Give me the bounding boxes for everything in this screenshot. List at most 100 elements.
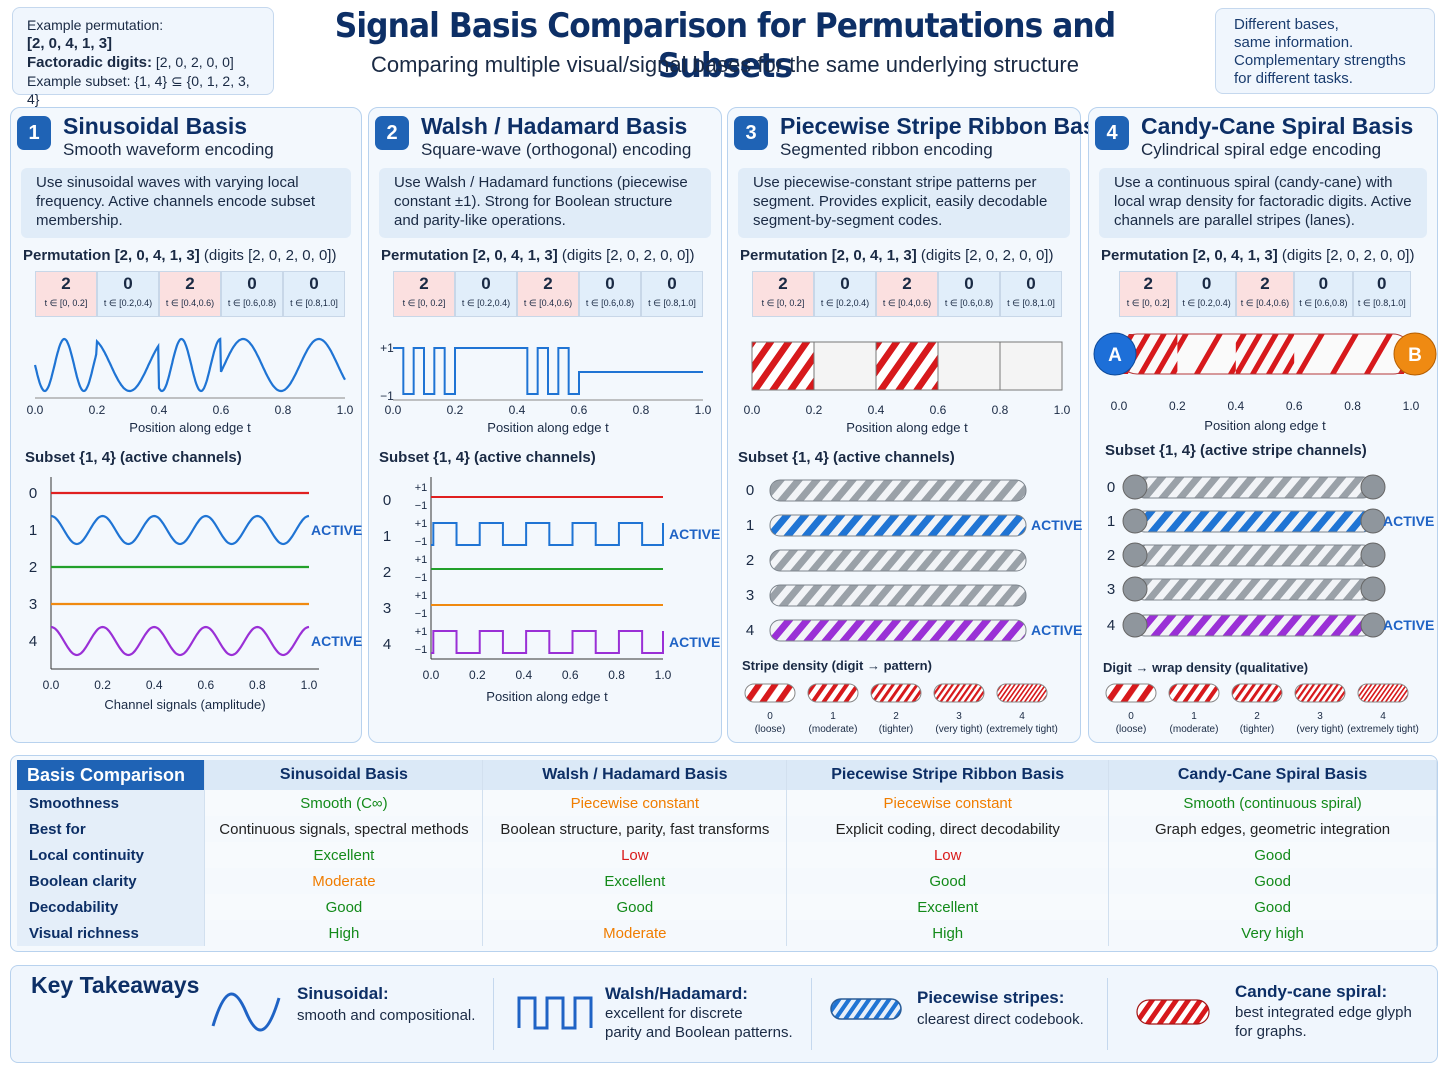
segment-digit: 0 — [605, 274, 615, 293]
segment-cell: 0 t ∈ [0.2,0.4) — [814, 271, 876, 317]
channel-0-tube — [769, 479, 1027, 502]
x-tick-label: 0.2 — [447, 403, 464, 417]
panel-title: Walsh / Hadamard Basis — [421, 113, 688, 139]
panel-title: Candy-Cane Spiral Basis — [1141, 113, 1414, 139]
endpoint-b — [1393, 332, 1437, 376]
plus-one-label: +1 — [415, 482, 428, 494]
table-cell: Excellent — [786, 894, 1110, 920]
candy-cane-icon — [1136, 999, 1210, 1025]
segment-cell: 0 t ∈ [0.2,0.4) — [97, 271, 159, 317]
permutation-digits: (digits [2, 0, 2, 0, 0]) — [203, 247, 337, 264]
density-digit: 3 — [1317, 711, 1323, 722]
segment-digit: 0 — [667, 274, 677, 293]
x-tick-label: 0.4 — [146, 678, 163, 692]
x-tick-label: 0.0 — [744, 403, 761, 417]
active-label: ACTIVE — [1383, 617, 1434, 633]
takeaway-walsh-head: Walsh/Hadamard: — [605, 984, 748, 1003]
x-tick-label: 0.6 — [213, 403, 230, 417]
channel-label: 4 — [383, 636, 391, 653]
ribbon-segment — [813, 341, 877, 391]
x-tick-label: 1.0 — [1403, 399, 1420, 413]
x-tick-label: 1.0 — [301, 678, 318, 692]
x-tick-label: 0.4 — [1227, 399, 1244, 413]
segment-cell: 2 t ∈ [0.4,0.6) — [876, 271, 938, 317]
channel-label: 4 — [746, 622, 754, 639]
table-cell: Good — [1108, 868, 1437, 894]
table-cell: Graph edges, geometric integration — [1108, 816, 1437, 842]
minus-one-label: −1 — [415, 572, 428, 584]
density-digit: 2 — [893, 711, 899, 722]
x-tick-label: 0.6 — [1286, 399, 1303, 413]
permutation-label: Permutation — [381, 247, 469, 264]
sinusoid-signal — [33, 337, 346, 393]
active-label: ACTIVE — [311, 633, 362, 649]
note-line: for different tasks. — [1234, 70, 1353, 87]
endpoint-b-label: B — [1408, 345, 1422, 366]
segment-cell: 0 t ∈ [0.6,0.8) — [1294, 271, 1353, 317]
table-row: Smoothness Smooth (C∞) Piecewise constant P… — [17, 790, 1437, 816]
segment-cell: 0 t ∈ [0.8,1.0] — [1352, 271, 1411, 317]
table-cell: High — [786, 920, 1110, 946]
permutation-signal-plot: 0.0 0.2 0.4 0.6 0.8 1.0 Position along edge t +… — [380, 341, 712, 435]
table-cell: Good — [482, 894, 788, 920]
panel-number: 4 — [1095, 116, 1129, 150]
density-label: (moderate) — [809, 724, 858, 735]
example-perm-label: Example permutation: — [27, 17, 164, 33]
table-row: Boolean clarity Moderate Excellent Good Good — [17, 868, 1437, 894]
minus-one-label: −1 — [380, 389, 394, 403]
panel-description: Use sinusoidal waves with varying local … — [21, 168, 351, 238]
channel-4-signal — [50, 625, 310, 657]
x-tick-label: 0.8 — [633, 403, 650, 417]
x-tick-label: 0.6 — [930, 403, 947, 417]
table-cell: Good — [204, 894, 484, 920]
spiral-segment — [1177, 334, 1237, 374]
takeaway-stripes-text: clearest direct codebook. — [917, 1011, 1084, 1028]
segment-range: t ∈ [0.4,0.6) — [523, 298, 573, 308]
permutation-label: Permutation — [740, 247, 828, 264]
panel-title: Piecewise Stripe Ribbon Basis — [780, 113, 1115, 139]
endpoint-a — [1093, 332, 1137, 376]
active-label: ACTIVE — [1031, 622, 1082, 638]
channel-label: 1 — [1107, 513, 1115, 530]
minus-one-label: −1 — [415, 644, 428, 656]
density-label: (loose) — [755, 724, 786, 735]
segment-digit: 0 — [1377, 274, 1387, 293]
plus-one-label: +1 — [415, 518, 428, 530]
takeaway-spiral-head: Candy-cane spiral: — [1235, 982, 1388, 1001]
row-label: Decodability — [17, 894, 206, 920]
takeaways-title: Key Takeaways — [31, 972, 200, 998]
subset-title: Subset {1, 4} (active channels) — [379, 449, 596, 466]
permutation-digits: (digits [2, 0, 2, 0, 0]) — [920, 247, 1054, 264]
ribbon-segment — [937, 341, 1001, 391]
density-digit: 0 — [767, 711, 773, 722]
segment-range: t ∈ [0.2,0.4) — [820, 298, 870, 308]
x-tick-label: 0.2 — [94, 678, 111, 692]
segment-range: t ∈ [0.4,0.6) — [882, 298, 932, 308]
segment-cell: 2 t ∈ [0, 0.2] — [393, 271, 455, 317]
permutation-line: Permutation [2, 0, 4, 1, 3] (digits [2, … — [381, 247, 694, 264]
segment-range: t ∈ [0.6,0.8) — [1299, 298, 1348, 308]
row-label: Smoothness — [17, 790, 206, 816]
segment-digit: 2 — [1260, 274, 1270, 293]
takeaway-walsh-text: excellent for discrete — [605, 1005, 743, 1022]
factoradic-label: Factoradic digits: — [27, 54, 153, 71]
segment-cell: 2 t ∈ [0, 0.2] — [1119, 271, 1178, 317]
tube-endcap — [1360, 612, 1386, 638]
spiral-segment — [1294, 334, 1354, 374]
x-tick-label: 0.6 — [571, 403, 588, 417]
channel-label: 1 — [29, 522, 37, 539]
table-cell: Continuous signals, spectral methods — [204, 816, 484, 842]
takeaway-stripes-head: Piecewise stripes: — [917, 988, 1065, 1007]
permutation-value: [2, 0, 4, 1, 3] — [472, 247, 558, 264]
density-label: (loose) — [1116, 724, 1147, 735]
x-tick-label: 0.4 — [509, 403, 526, 417]
tube-endcap — [1360, 576, 1386, 602]
channel-label: 1 — [746, 517, 754, 534]
row-label: Best for — [17, 816, 206, 842]
x-tick-label: 1.0 — [695, 403, 712, 417]
x-tick-label: 0.2 — [1169, 399, 1186, 413]
note-line: same information. — [1234, 34, 1354, 51]
subset-channels-plot: 0 1 ACTIVE 2 3 4 ACTIVE — [746, 479, 1082, 642]
table-cell: Low — [786, 842, 1110, 868]
panel-subtitle: Segmented ribbon encoding — [780, 140, 993, 159]
